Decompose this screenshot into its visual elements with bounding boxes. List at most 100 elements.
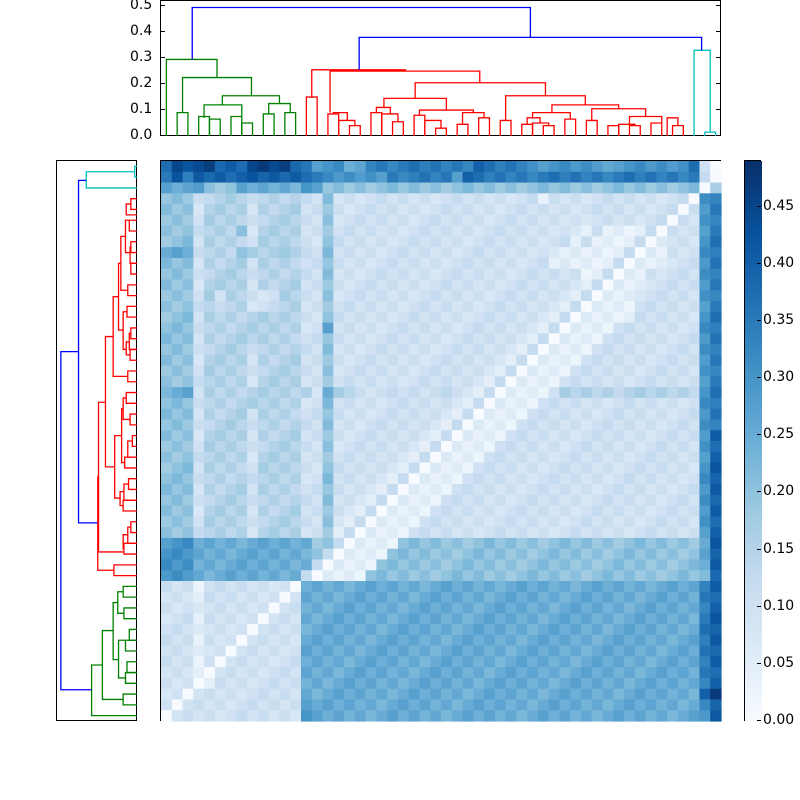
heatmap-cell <box>161 354 173 367</box>
heatmap-cell <box>182 494 194 507</box>
dendrogram-link <box>124 456 137 469</box>
heatmap-cell <box>473 430 485 442</box>
heatmap-cell <box>473 527 485 539</box>
heatmap-cell <box>397 710 410 722</box>
heatmap-cell <box>613 236 625 248</box>
heatmap-cell <box>419 699 431 711</box>
heatmap-cell <box>667 645 679 657</box>
heatmap-cell <box>322 591 334 604</box>
heatmap-cell <box>667 677 679 690</box>
heatmap-cell <box>247 311 259 324</box>
heatmap-cell <box>645 581 657 593</box>
heatmap-cell <box>311 441 324 453</box>
heatmap-cell <box>527 290 539 302</box>
heatmap-cell <box>397 613 410 625</box>
heatmap-cell <box>354 365 367 377</box>
heatmap-cell <box>419 279 431 291</box>
heatmap-cell <box>333 516 345 528</box>
heatmap-cell <box>667 548 679 561</box>
heatmap-cell <box>634 591 647 604</box>
heatmap-cell <box>333 344 345 356</box>
heatmap-cell <box>613 710 625 722</box>
heatmap-cell <box>602 419 614 431</box>
heatmap-cell <box>710 505 722 517</box>
heatmap-cell <box>473 591 485 604</box>
heatmap-cell <box>193 247 205 259</box>
heatmap-cell <box>559 182 571 194</box>
heatmap-cell <box>537 225 550 237</box>
heatmap-cell <box>613 387 625 399</box>
heatmap-cell <box>484 236 496 248</box>
heatmap-cell <box>634 624 647 636</box>
heatmap-cell <box>559 311 571 324</box>
heatmap-cell <box>268 624 281 636</box>
heatmap-cell <box>581 376 593 388</box>
heatmap-cell <box>441 451 453 464</box>
heatmap-cell <box>484 559 496 571</box>
heatmap-cell <box>344 645 356 657</box>
heatmap-cell <box>494 376 507 388</box>
heatmap-cell <box>430 699 442 711</box>
heatmap-cell <box>516 699 528 711</box>
heatmap-cell <box>365 645 377 657</box>
heatmap-cell <box>408 247 421 259</box>
dendrogram-link <box>542 124 555 136</box>
heatmap-cell <box>441 397 453 410</box>
heatmap-cell <box>301 688 313 701</box>
heatmap-cell <box>667 473 679 485</box>
heatmap-cell <box>537 171 550 184</box>
heatmap-cell <box>677 236 690 248</box>
heatmap-cell <box>451 548 464 561</box>
heatmap-cell <box>656 677 668 690</box>
heatmap-cell <box>333 451 345 464</box>
heatmap-cell <box>430 397 442 410</box>
heatmap-cell <box>268 268 281 281</box>
heatmap-cell <box>699 257 711 270</box>
heatmap-cell <box>279 354 291 367</box>
heatmap-cell <box>408 193 421 205</box>
heatmap-cell <box>204 710 216 722</box>
heatmap-cell <box>581 344 593 356</box>
heatmap-cell <box>462 247 474 259</box>
heatmap-cell <box>710 193 722 205</box>
heatmap-cell <box>473 161 485 173</box>
heatmap-cell <box>591 397 604 410</box>
heatmap-cell <box>333 397 345 410</box>
heatmap-cell <box>441 333 453 345</box>
heatmap-cell <box>204 397 216 410</box>
heatmap-cell <box>419 161 431 173</box>
heatmap-cell <box>677 559 690 571</box>
heatmap-cell <box>581 462 593 474</box>
heatmap-cell <box>333 548 345 561</box>
heatmap-cell <box>656 527 668 539</box>
heatmap-cell <box>473 311 485 324</box>
heatmap-cell <box>387 290 399 302</box>
heatmap-cell <box>387 494 399 507</box>
heatmap-cell <box>344 333 356 345</box>
heatmap-cell <box>171 387 184 399</box>
heatmap-cell <box>387 645 399 657</box>
heatmap-cell <box>602 710 614 722</box>
heatmap-cell <box>225 333 237 345</box>
heatmap-cell <box>645 182 657 194</box>
top-dendrogram-panel <box>160 0 721 136</box>
heatmap-cell <box>462 204 474 216</box>
heatmap-cell <box>602 667 614 679</box>
heatmap-cell <box>441 171 453 184</box>
heatmap-cell <box>613 667 625 679</box>
heatmap-cell <box>451 677 464 690</box>
heatmap-cell <box>645 602 657 614</box>
heatmap-cell <box>171 559 184 571</box>
heatmap-cell <box>710 559 722 571</box>
heatmap-cell <box>257 624 270 636</box>
heatmap-cell <box>408 602 421 614</box>
heatmap-cell <box>236 397 248 410</box>
heatmap-cell <box>537 236 550 248</box>
heatmap-cell <box>645 365 657 377</box>
dendrogram-link <box>97 475 114 571</box>
heatmap-cell <box>494 688 507 701</box>
heatmap-cell <box>570 344 582 356</box>
heatmap-cell <box>505 677 517 690</box>
heatmap-cell <box>441 537 453 550</box>
dendrogram-link <box>585 119 598 136</box>
